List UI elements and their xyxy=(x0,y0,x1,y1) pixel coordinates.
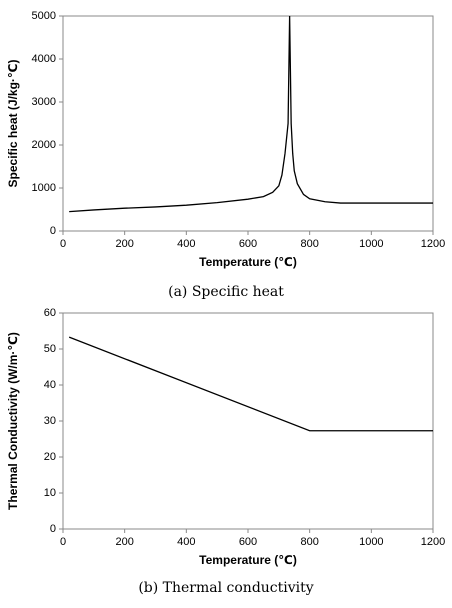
y-tick-label: 2000 xyxy=(32,139,56,151)
y-tick-label: 30 xyxy=(44,415,56,427)
y-tick-label: 50 xyxy=(44,343,56,355)
y-axis-title: Specific heat (J/kg·℃) xyxy=(6,60,20,188)
y-tick-label: 4000 xyxy=(32,53,56,65)
y-axis-title: Thermal Conductivity (W/m·℃) xyxy=(6,332,20,510)
x-tick-label: 0 xyxy=(60,238,66,250)
x-axis-title: Temperature (℃) xyxy=(199,553,297,567)
data-line xyxy=(69,15,433,213)
x-tick-label: 1200 xyxy=(421,238,445,250)
y-tick-label: 40 xyxy=(44,379,56,391)
data-line xyxy=(68,336,433,432)
y-tick-label: 0 xyxy=(50,225,56,237)
x-tick-label: 800 xyxy=(300,536,318,548)
x-tick-label: 0 xyxy=(60,536,66,548)
y-tick-label: 3000 xyxy=(32,96,56,108)
x-tick-label: 200 xyxy=(115,238,133,250)
caption: (a) Specific heat xyxy=(168,284,284,300)
x-tick-label: 1000 xyxy=(359,536,383,548)
y-tick-label: 10 xyxy=(44,487,56,499)
y-tick-label: 60 xyxy=(44,307,56,319)
x-tick-label: 1000 xyxy=(359,238,383,250)
y-tick-label: 0 xyxy=(50,523,56,535)
x-tick-label: 600 xyxy=(239,536,257,548)
plot-frame xyxy=(62,312,434,530)
y-tick-label: 5000 xyxy=(32,10,56,22)
x-tick-label: 200 xyxy=(115,536,133,548)
x-tick-label: 800 xyxy=(300,238,318,250)
y-tick-label: 20 xyxy=(44,451,56,463)
x-axis-title: Temperature (℃) xyxy=(199,255,297,269)
x-tick-label: 600 xyxy=(239,238,257,250)
y-tick-label: 1000 xyxy=(32,182,56,194)
x-tick-label: 400 xyxy=(177,536,195,548)
x-tick-label: 1200 xyxy=(421,536,445,548)
caption: (b) Thermal conductivity xyxy=(138,580,313,596)
x-tick-label: 400 xyxy=(177,238,195,250)
